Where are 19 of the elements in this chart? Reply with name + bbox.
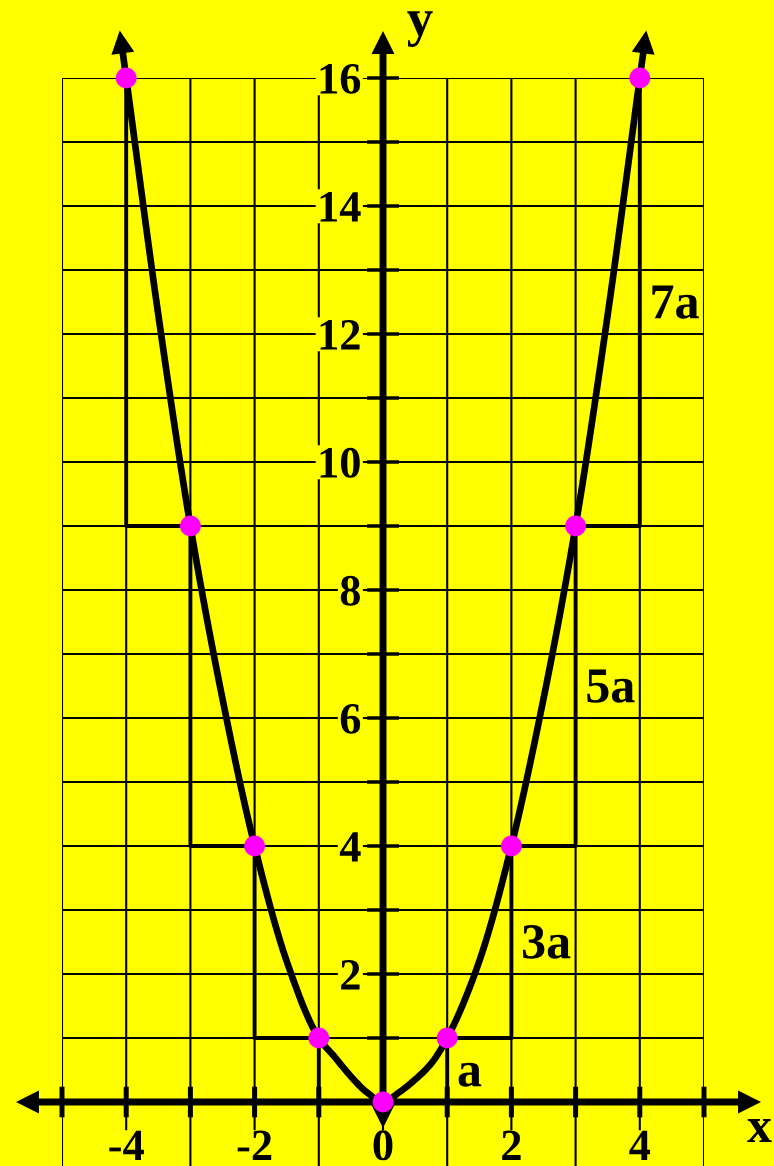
y-tick-label: 2 (341, 959, 360, 990)
y-tick-label: 4 (339, 832, 361, 862)
y-tick-label: 16 (320, 63, 361, 94)
x-tick-label: 0 (373, 1130, 393, 1161)
x-tick-label: -4 (109, 1130, 144, 1160)
y-tick-label: 10 (320, 447, 360, 478)
x-tick-label: -2 (237, 1130, 272, 1160)
x-tick-label: 2 (502, 1130, 521, 1160)
x-axis-title: x (747, 1119, 772, 1143)
annotation: 7a (652, 285, 699, 319)
annotation: 5a (587, 669, 635, 703)
x-tick-label: 4 (629, 1130, 651, 1160)
y-tick-label: 8 (340, 575, 360, 606)
y-tick-label: 12 (320, 319, 360, 350)
y-tick-label: 6 (340, 703, 361, 734)
y-axis-title: y (407, 11, 433, 47)
annotation: 3a (523, 925, 571, 959)
y-tick-label: 14 (320, 192, 361, 222)
annotation: a (458, 1062, 482, 1087)
